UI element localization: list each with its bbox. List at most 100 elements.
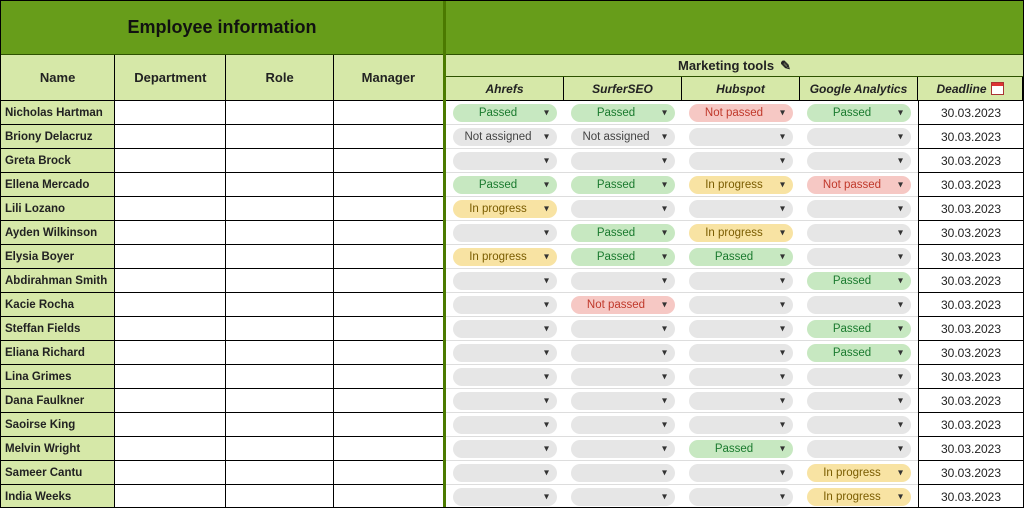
employee-name-cell[interactable]: Kacie Rocha xyxy=(1,293,115,317)
employee-name-cell[interactable]: Steffan Fields xyxy=(1,317,115,341)
status-dropdown[interactable] xyxy=(571,272,675,290)
employee-name-cell[interactable]: Lina Grimes xyxy=(1,365,115,389)
status-dropdown[interactable]: Not assigned xyxy=(453,128,557,146)
deadline-cell[interactable]: 30.03.2023 xyxy=(918,293,1023,317)
status-dropdown[interactable] xyxy=(807,200,911,218)
employee-name-cell[interactable]: Briony Delacruz xyxy=(1,125,115,149)
employee-name-cell[interactable]: Elysia Boyer xyxy=(1,245,115,269)
role-cell[interactable] xyxy=(226,461,333,485)
status-dropdown[interactable] xyxy=(689,368,793,386)
status-dropdown[interactable]: In progress xyxy=(453,200,557,218)
manager-cell[interactable] xyxy=(334,437,443,461)
manager-cell[interactable] xyxy=(334,149,443,173)
status-dropdown[interactable]: In progress xyxy=(689,224,793,242)
department-cell[interactable] xyxy=(115,149,226,173)
deadline-cell[interactable]: 30.03.2023 xyxy=(918,437,1023,461)
status-dropdown[interactable] xyxy=(807,368,911,386)
manager-cell[interactable] xyxy=(334,485,443,507)
employee-name-cell[interactable]: Ellena Mercado xyxy=(1,173,115,197)
deadline-cell[interactable]: 30.03.2023 xyxy=(918,149,1023,173)
deadline-cell[interactable]: 30.03.2023 xyxy=(918,125,1023,149)
role-cell[interactable] xyxy=(226,197,333,221)
status-dropdown[interactable] xyxy=(453,464,557,482)
status-dropdown[interactable]: Passed xyxy=(689,440,793,458)
manager-cell[interactable] xyxy=(334,461,443,485)
manager-cell[interactable] xyxy=(334,101,443,125)
status-dropdown[interactable]: Passed xyxy=(689,248,793,266)
status-dropdown[interactable] xyxy=(571,152,675,170)
manager-cell[interactable] xyxy=(334,245,443,269)
status-dropdown[interactable] xyxy=(807,392,911,410)
status-dropdown[interactable] xyxy=(571,464,675,482)
status-dropdown[interactable] xyxy=(453,296,557,314)
role-cell[interactable] xyxy=(226,389,333,413)
status-dropdown[interactable] xyxy=(571,440,675,458)
manager-cell[interactable] xyxy=(334,293,443,317)
col-header-hubspot[interactable]: Hubspot xyxy=(682,77,800,101)
role-cell[interactable] xyxy=(226,173,333,197)
status-dropdown[interactable] xyxy=(807,248,911,266)
manager-cell[interactable] xyxy=(334,341,443,365)
col-header-deadline[interactable]: Deadline xyxy=(918,77,1023,101)
employee-name-cell[interactable]: Melvin Wright xyxy=(1,437,115,461)
status-dropdown[interactable]: In progress xyxy=(807,464,911,482)
department-cell[interactable] xyxy=(115,437,226,461)
col-header-surfer[interactable]: SurferSEO xyxy=(564,77,682,101)
status-dropdown[interactable]: Passed xyxy=(807,104,911,122)
department-cell[interactable] xyxy=(115,245,226,269)
status-dropdown[interactable] xyxy=(689,272,793,290)
status-dropdown[interactable] xyxy=(453,368,557,386)
status-dropdown[interactable]: Passed xyxy=(571,224,675,242)
status-dropdown[interactable] xyxy=(807,128,911,146)
status-dropdown[interactable] xyxy=(689,152,793,170)
role-cell[interactable] xyxy=(226,125,333,149)
manager-cell[interactable] xyxy=(334,317,443,341)
status-dropdown[interactable] xyxy=(453,152,557,170)
deadline-cell[interactable]: 30.03.2023 xyxy=(918,245,1023,269)
status-dropdown[interactable] xyxy=(571,200,675,218)
status-dropdown[interactable]: Passed xyxy=(807,320,911,338)
role-cell[interactable] xyxy=(226,413,333,437)
role-cell[interactable] xyxy=(226,101,333,125)
status-dropdown[interactable]: In progress xyxy=(807,488,911,506)
department-cell[interactable] xyxy=(115,269,226,293)
status-dropdown[interactable]: Passed xyxy=(453,176,557,194)
department-cell[interactable] xyxy=(115,293,226,317)
status-dropdown[interactable] xyxy=(453,272,557,290)
deadline-cell[interactable]: 30.03.2023 xyxy=(918,413,1023,437)
employee-name-cell[interactable]: Greta Brock xyxy=(1,149,115,173)
role-cell[interactable] xyxy=(226,485,333,507)
status-dropdown[interactable] xyxy=(453,488,557,506)
role-cell[interactable] xyxy=(226,269,333,293)
department-cell[interactable] xyxy=(115,413,226,437)
deadline-cell[interactable]: 30.03.2023 xyxy=(918,485,1023,507)
department-cell[interactable] xyxy=(115,389,226,413)
department-cell[interactable] xyxy=(115,365,226,389)
status-dropdown[interactable] xyxy=(453,416,557,434)
department-cell[interactable] xyxy=(115,485,226,507)
deadline-cell[interactable]: 30.03.2023 xyxy=(918,221,1023,245)
status-dropdown[interactable]: Passed xyxy=(571,104,675,122)
role-cell[interactable] xyxy=(226,437,333,461)
deadline-cell[interactable]: 30.03.2023 xyxy=(918,269,1023,293)
status-dropdown[interactable] xyxy=(689,128,793,146)
employee-name-cell[interactable]: Eliana Richard xyxy=(1,341,115,365)
deadline-cell[interactable]: 30.03.2023 xyxy=(918,197,1023,221)
status-dropdown[interactable]: In progress xyxy=(689,176,793,194)
col-header-ga[interactable]: Google Analytics xyxy=(800,77,918,101)
status-dropdown[interactable] xyxy=(453,320,557,338)
col-header-manager[interactable]: Manager xyxy=(334,55,443,101)
status-dropdown[interactable] xyxy=(689,464,793,482)
status-dropdown[interactable] xyxy=(571,320,675,338)
col-header-department[interactable]: Department xyxy=(115,55,226,101)
status-dropdown[interactable] xyxy=(571,488,675,506)
status-dropdown[interactable] xyxy=(689,296,793,314)
status-dropdown[interactable]: Not passed xyxy=(571,296,675,314)
role-cell[interactable] xyxy=(226,221,333,245)
status-dropdown[interactable]: Passed xyxy=(571,176,675,194)
department-cell[interactable] xyxy=(115,461,226,485)
role-cell[interactable] xyxy=(226,341,333,365)
role-cell[interactable] xyxy=(226,245,333,269)
employee-name-cell[interactable]: Ayden Wilkinson xyxy=(1,221,115,245)
status-dropdown[interactable] xyxy=(453,392,557,410)
